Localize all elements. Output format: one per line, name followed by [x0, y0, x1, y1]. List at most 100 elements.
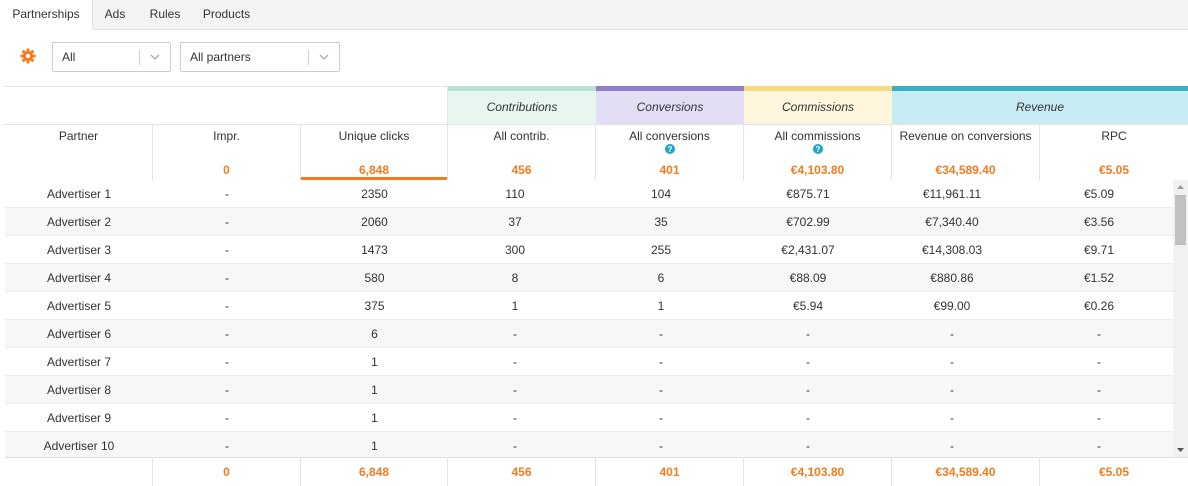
cell-commissions: €702.99	[786, 215, 830, 229]
table-row[interactable]: Advertiser 4 - 580 8 6 €88.09 €880.86 €1…	[5, 264, 1173, 292]
cell-unique-clicks: 1473	[361, 243, 388, 257]
cell-rpc: €5.09	[1083, 187, 1115, 201]
cell-unique-clicks: 1	[371, 439, 378, 453]
col-total: €34,589.40	[935, 163, 996, 177]
col-header-partner[interactable]: Partner	[5, 124, 153, 180]
col-header-unique-clicks[interactable]: Unique clicks 6,848	[301, 124, 448, 180]
cell-revenue: €880.86	[930, 271, 974, 285]
cell-unique-clicks: 2350	[361, 187, 388, 201]
partner-filter-value: All partners	[190, 50, 251, 64]
total-revenue: €34,589.40	[892, 458, 1040, 486]
total-impressions: 0	[153, 458, 301, 486]
col-header-all-commissions[interactable]: All commissions ? €4,103.80	[744, 124, 892, 180]
partnerships-table: Contributions Conversions Commissions Re…	[5, 86, 1188, 486]
cell-partner: Advertiser 7	[46, 355, 112, 369]
table-row[interactable]: Advertiser 5 - 375 1 1 €5.94 €99.00 €0.2…	[5, 292, 1173, 320]
col-total: 401	[659, 163, 680, 177]
col-total: 456	[511, 163, 532, 177]
table-row[interactable]: Advertiser 8 - 1 - - - - -	[5, 376, 1173, 404]
table-row[interactable]: Advertiser 6 - 6 - - - - -	[5, 320, 1173, 348]
scroll-down-arrow-icon[interactable]	[1176, 446, 1185, 454]
col-total: €5.05	[1098, 163, 1130, 177]
cell-rpc: €9.71	[1083, 243, 1115, 257]
col-total: 0	[223, 163, 230, 177]
col-label: Impr.	[213, 129, 240, 143]
tab-rules[interactable]: Rules	[149, 7, 181, 21]
tab-ads[interactable]: Ads	[104, 7, 126, 21]
cell-rpc: -	[1097, 383, 1101, 397]
help-icon[interactable]: ?	[664, 144, 675, 154]
cell-conversions: -	[659, 383, 663, 397]
cell-commissions: -	[806, 355, 810, 369]
col-label: All contrib.	[493, 129, 550, 143]
col-header-impressions[interactable]: Impr. 0	[153, 124, 301, 180]
cell-revenue: -	[950, 355, 954, 369]
tab-products[interactable]: Products	[202, 7, 251, 21]
cell-impressions: -	[225, 327, 229, 341]
total-rpc: €5.05	[1098, 465, 1130, 479]
scrollbar-thumb[interactable]	[1175, 195, 1186, 245]
cell-partner: Advertiser 1	[46, 187, 112, 201]
cell-rpc: €1.52	[1083, 271, 1115, 285]
cell-contrib: 1	[511, 299, 519, 313]
gear-icon[interactable]	[20, 48, 36, 64]
cell-impressions: -	[225, 355, 229, 369]
tab-partnerships[interactable]: Partnerships	[0, 0, 93, 30]
total-commissions: €4,103.80	[744, 458, 892, 486]
help-icon[interactable]: ?	[812, 144, 823, 154]
status-filter-select[interactable]: All	[52, 42, 171, 72]
table-row[interactable]: Advertiser 1 - 2350 110 104 €875.71 €11,…	[5, 180, 1173, 208]
status-filter-value: All	[62, 50, 76, 64]
total-partner	[5, 458, 153, 486]
cell-contrib: 300	[504, 243, 526, 257]
sort-indicator	[301, 177, 447, 180]
group-contributions: Contributions	[448, 86, 596, 124]
partner-filter-select[interactable]: All partners	[180, 42, 340, 72]
col-header-all-contrib[interactable]: All contrib. 456	[448, 124, 596, 180]
chevron-down-icon	[319, 54, 329, 60]
cell-commissions: €88.09	[789, 271, 827, 285]
cell-impressions: -	[225, 411, 229, 425]
table-row[interactable]: Advertiser 7 - 1 - - - - -	[5, 348, 1173, 376]
cell-rpc: -	[1097, 439, 1101, 453]
cell-revenue: -	[950, 439, 954, 453]
toolbar: All All partners	[0, 30, 1188, 86]
cell-revenue: -	[950, 383, 954, 397]
col-label: Partner	[58, 129, 99, 143]
col-header-rpc[interactable]: RPC €5.05	[1040, 124, 1188, 180]
table-body: Advertiser 1 - 2350 110 104 €875.71 €11,…	[5, 180, 1173, 457]
table-row[interactable]: Advertiser 10 - 1 - - - - -	[5, 432, 1173, 457]
cell-conversions: -	[659, 327, 663, 341]
total-conversions: 401	[596, 458, 744, 486]
cell-unique-clicks: 580	[364, 271, 385, 285]
select-divider	[139, 50, 140, 65]
table-row[interactable]: Advertiser 9 - 1 - - - - -	[5, 404, 1173, 432]
scroll-up-arrow-icon[interactable]	[1176, 183, 1185, 191]
cell-commissions: €5.94	[792, 299, 824, 313]
svg-text:?: ?	[815, 145, 820, 154]
chevron-down-icon	[150, 54, 160, 60]
cell-rpc: -	[1097, 355, 1101, 369]
cell-impressions: -	[225, 187, 229, 201]
cell-commissions: -	[806, 411, 810, 425]
cell-contrib: 8	[511, 271, 519, 285]
cell-unique-clicks: 1	[371, 411, 378, 425]
vertical-scrollbar[interactable]	[1173, 180, 1188, 457]
cell-impressions: -	[225, 383, 229, 397]
cell-commissions: -	[806, 327, 810, 341]
cell-commissions: €2,431.07	[781, 243, 835, 257]
table-row[interactable]: Advertiser 2 - 2060 37 35 €702.99 €7,340…	[5, 208, 1173, 236]
table-row[interactable]: Advertiser 3 - 1473 300 255 €2,431.07 €1…	[5, 236, 1173, 264]
cell-partner: Advertiser 2	[46, 215, 112, 229]
col-header-revenue-on-conversions[interactable]: Revenue on conversions €34,589.40	[892, 124, 1040, 180]
cell-contrib: -	[513, 439, 517, 453]
col-total: 6,848	[358, 163, 390, 177]
cell-partner: Advertiser 4	[46, 271, 112, 285]
cell-conversions: 6	[657, 271, 665, 285]
col-header-all-conversions[interactable]: All conversions ? 401	[596, 124, 744, 180]
cell-contrib: 37	[508, 215, 522, 229]
cell-unique-clicks: 6	[371, 327, 378, 341]
cell-contrib: -	[513, 411, 517, 425]
cell-revenue: €11,961.11	[922, 187, 982, 201]
cell-unique-clicks: 375	[364, 299, 385, 313]
